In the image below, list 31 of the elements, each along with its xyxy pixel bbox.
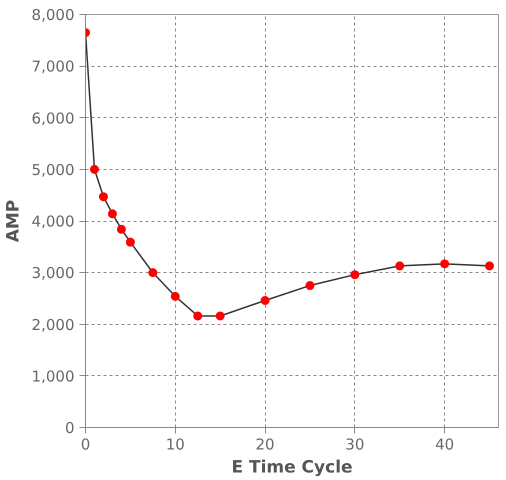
x-tick-label: 40 <box>435 436 454 454</box>
y-tick-label: 0 <box>64 419 75 437</box>
point <box>116 224 126 234</box>
point <box>108 209 117 218</box>
point <box>193 312 202 320</box>
y-tick-label: 1,000 <box>32 367 75 386</box>
point <box>485 261 494 270</box>
point <box>216 312 225 320</box>
point <box>395 261 404 270</box>
y-tick-label: 2,000 <box>32 316 75 334</box>
y-tick-label: 3,000 <box>32 264 75 282</box>
point <box>126 238 135 247</box>
y-axis-title: AMP <box>4 200 24 242</box>
x-tick-label: 0 <box>80 436 90 454</box>
x-tick-label: 30 <box>345 436 364 454</box>
point <box>170 292 180 301</box>
point <box>260 296 270 305</box>
x-axis-title: E Time Cycle <box>231 458 353 478</box>
y-tick-label: 8,000 <box>32 6 75 24</box>
x-tick-label: 10 <box>166 436 185 454</box>
y-tick-label: 4,000 <box>32 212 75 230</box>
point <box>148 268 158 278</box>
point <box>90 164 99 174</box>
y-tick-label: 6,000 <box>32 109 75 128</box>
point <box>350 270 360 280</box>
y-tick-label: 7,000 <box>32 58 75 76</box>
y-tick-label: 5,000 <box>32 160 75 179</box>
point <box>98 192 108 202</box>
point <box>440 259 450 268</box>
x-tick-label: 20 <box>256 436 275 454</box>
point <box>305 281 314 290</box>
